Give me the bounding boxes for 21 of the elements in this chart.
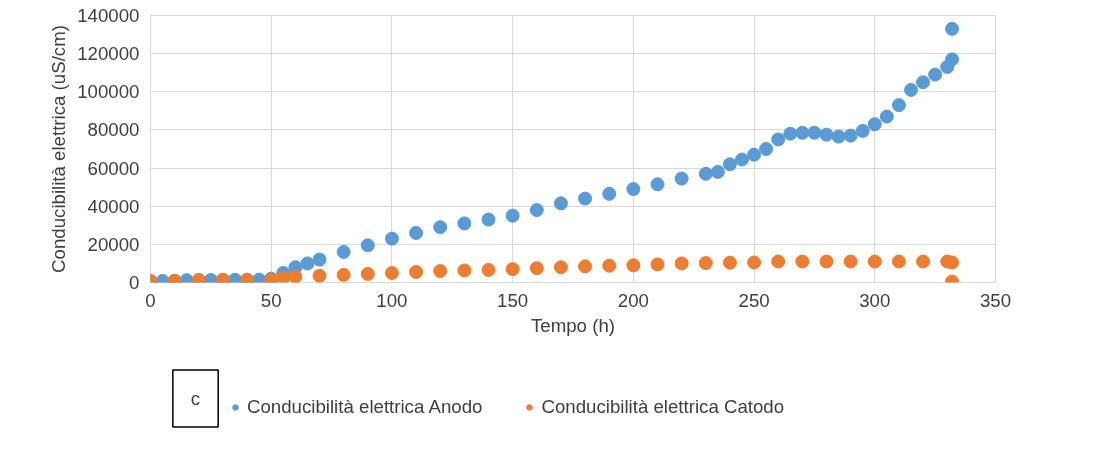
y-tick-label: 140000 [77, 5, 140, 26]
x-tick-label: 250 [738, 289, 770, 311]
y-tick-label: 20000 [87, 233, 140, 255]
x-tick-label: 0 [145, 289, 156, 311]
y-tick-label: 40000 [87, 195, 140, 217]
x-tick-label: 150 [497, 289, 529, 311]
legend-label: Conducibilità elettrica Catodo [541, 396, 785, 418]
x-tick-label: 100 [376, 289, 408, 311]
x-tick-label: 50 [260, 289, 282, 311]
x-tick-label: 300 [859, 289, 891, 311]
y-tick-label: 80000 [87, 119, 140, 141]
legend-label: Conducibilità elettrica Anodo [247, 396, 483, 418]
x-tick-label: 200 [617, 289, 649, 311]
y-tick-label: 120000 [77, 43, 140, 65]
text: c [190, 388, 201, 409]
y-tick-label: 100000 [77, 81, 140, 103]
x-axis-title: Tempo (h) [531, 314, 615, 336]
y-tick-label: 0 [129, 272, 140, 293]
y-axis-title: Conducibilità elettrica (uS/cm) [48, 25, 70, 273]
y-tick-label: 60000 [87, 157, 140, 179]
x-tick-label: 350 [979, 289, 1012, 311]
